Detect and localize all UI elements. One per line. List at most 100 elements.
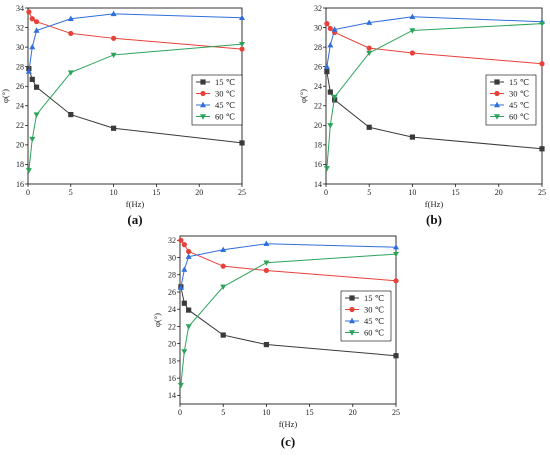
legend-label: 15 ℃ xyxy=(215,77,236,87)
y-axis-label: φ(°) xyxy=(298,89,308,103)
series-line xyxy=(326,16,543,67)
y-tick-label: 30 xyxy=(168,253,176,262)
data-point xyxy=(185,324,192,330)
x-tick-label: 20 xyxy=(495,188,503,197)
data-point xyxy=(331,26,338,32)
data-point xyxy=(181,349,188,355)
data-point xyxy=(110,10,117,17)
legend-label: 45 ℃ xyxy=(215,100,236,110)
data-point xyxy=(323,63,330,69)
data-point xyxy=(324,68,330,75)
data-point xyxy=(323,166,330,172)
legend-label: 30 ℃ xyxy=(364,305,385,315)
data-point xyxy=(539,61,545,67)
x-tick-label: 0 xyxy=(26,188,30,197)
data-point xyxy=(324,21,330,27)
legend-marker xyxy=(494,101,500,108)
series-triangle-up xyxy=(177,240,399,290)
legend-label: 15 ℃ xyxy=(509,77,530,87)
data-point xyxy=(177,284,184,290)
y-tick-label: 18 xyxy=(168,357,176,366)
data-point xyxy=(263,260,270,266)
panel-label: (c) xyxy=(281,434,295,449)
data-point xyxy=(181,242,187,248)
legend-marker xyxy=(349,306,355,313)
legend-marker xyxy=(200,79,206,85)
x-tick-label: 5 xyxy=(69,188,73,197)
data-point xyxy=(393,353,399,359)
data-point xyxy=(366,50,373,57)
data-point xyxy=(331,94,338,101)
data-point xyxy=(409,134,415,140)
data-point xyxy=(220,284,227,291)
y-tick-label: 16 xyxy=(16,180,24,189)
data-point xyxy=(177,382,184,389)
legend: 15 ℃ 30 ℃45 ℃ 60 ℃ xyxy=(191,74,243,126)
series-triangle-down xyxy=(323,21,545,172)
x-tick-label: 20 xyxy=(195,188,203,197)
y-tick-label: 30 xyxy=(16,43,24,52)
data-point xyxy=(539,21,545,27)
data-point xyxy=(29,136,36,143)
y-tick-label: 24 xyxy=(16,102,24,111)
x-tick-label: 25 xyxy=(392,408,400,417)
series-line xyxy=(180,243,397,288)
y-tick-label: 28 xyxy=(314,43,322,52)
y-tick-label: 20 xyxy=(168,339,176,348)
x-axis-label: f(Hz) xyxy=(425,199,444,209)
series-circle xyxy=(324,21,545,67)
y-tick-label: 14 xyxy=(168,391,176,400)
data-point xyxy=(366,45,372,51)
data-point xyxy=(29,43,36,50)
series-line xyxy=(326,23,543,169)
data-point xyxy=(111,35,117,41)
y-tick-label: 16 xyxy=(168,374,176,383)
data-point xyxy=(327,25,333,32)
data-point xyxy=(263,240,270,246)
series-line xyxy=(28,43,243,171)
x-tick-label: 10 xyxy=(110,188,118,197)
data-point xyxy=(393,251,399,258)
data-point xyxy=(68,111,74,118)
data-point xyxy=(263,267,269,274)
data-point xyxy=(409,28,416,34)
data-point xyxy=(366,19,373,25)
legend-label: 30 ℃ xyxy=(509,89,530,99)
data-point xyxy=(327,41,334,48)
data-point xyxy=(110,52,117,59)
data-point xyxy=(25,68,32,74)
data-point xyxy=(409,13,416,19)
data-point xyxy=(181,300,187,306)
series-triangle-down xyxy=(177,251,399,389)
chart-panel: 0 5 10 15 20 25 16 18 20 22 24 26 28 30 32 34 f(Hz) φ(°) 1… xyxy=(0,4,246,227)
data-point xyxy=(220,332,226,338)
legend-marker xyxy=(349,295,355,301)
x-tick-label: 25 xyxy=(538,188,546,197)
y-tick-label: 26 xyxy=(314,62,322,71)
y-tick-label: 28 xyxy=(16,62,24,71)
panel-label: (b) xyxy=(426,212,442,227)
legend-label: 15 ℃ xyxy=(364,293,385,303)
y-tick-label: 14 xyxy=(314,180,322,189)
legend: 15 ℃ 30 ℃45 ℃ 60 ℃ xyxy=(485,74,537,126)
data-point xyxy=(33,84,40,90)
legend-label: 60 ℃ xyxy=(364,328,385,338)
data-point xyxy=(68,30,74,37)
plot-frame xyxy=(325,7,543,185)
data-point xyxy=(67,15,74,21)
legend: 15 ℃ 30 ℃45 ℃ 60 ℃ xyxy=(340,290,392,342)
y-tick-label: 32 xyxy=(314,4,322,13)
series-triangle-up xyxy=(323,13,545,69)
x-tick-label: 15 xyxy=(306,408,314,417)
legend-label: 45 ℃ xyxy=(509,100,530,110)
y-tick-label: 24 xyxy=(314,82,322,91)
legend-marker xyxy=(494,79,500,85)
plot-frame xyxy=(179,235,397,405)
y-tick-label: 24 xyxy=(168,305,176,314)
y-tick-label: 20 xyxy=(314,121,322,130)
legend-marker xyxy=(349,330,355,336)
y-axis-label: φ(°) xyxy=(152,313,162,327)
y-tick-label: 16 xyxy=(314,160,322,169)
data-point xyxy=(29,16,35,22)
